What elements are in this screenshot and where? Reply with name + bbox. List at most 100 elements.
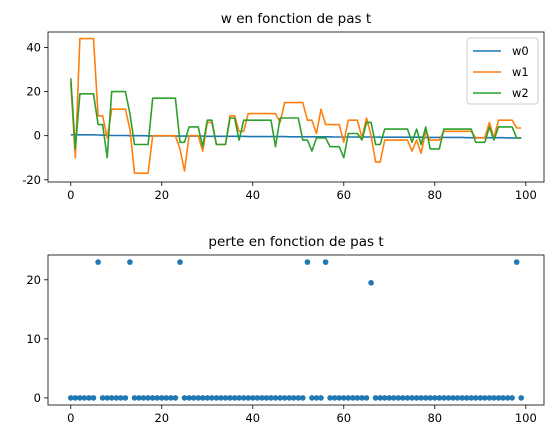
loss-point [163, 395, 170, 401]
series-line-w1 [70, 37, 522, 174]
loss-point [245, 395, 251, 401]
loss-point [482, 395, 488, 401]
loss-point [240, 395, 247, 401]
loss-point [195, 395, 201, 401]
loss-point [290, 395, 297, 401]
loss-point [236, 395, 242, 401]
loss-point [295, 395, 302, 401]
loss-point [277, 395, 283, 401]
loss-point [413, 395, 420, 401]
loss-point [454, 395, 461, 401]
loss-point [181, 395, 188, 401]
top-chart-frame [47, 31, 545, 183]
loss-point [427, 395, 434, 401]
loss-point [222, 395, 229, 401]
bottom-y-tick-label: 20 [26, 273, 41, 287]
loss-point [272, 395, 279, 401]
loss-point [495, 395, 502, 401]
loss-point [86, 395, 92, 401]
loss-point [504, 395, 511, 401]
loss-point [404, 395, 411, 401]
loss-point [281, 395, 288, 401]
loss-point [68, 395, 74, 401]
bottom-chart-title: perte en fonction de pas t [208, 234, 383, 250]
loss-point [327, 395, 333, 401]
loss-point [372, 395, 379, 401]
loss-point [377, 395, 384, 401]
bottom-chart: perte en fonction de pas t 0 20 40 60 80 100 0… [26, 234, 545, 425]
loss-point [168, 395, 174, 401]
loss-point [477, 395, 484, 401]
loss-point [108, 395, 115, 401]
loss-point [190, 395, 197, 401]
loss-point [131, 395, 138, 401]
loss-point [145, 395, 151, 401]
loss-point [363, 395, 370, 401]
loss-point [500, 395, 506, 401]
loss-point [422, 395, 429, 401]
loss-point [463, 395, 470, 401]
loss-point [149, 395, 156, 401]
loss-point [263, 395, 270, 401]
loss-point [259, 395, 265, 401]
loss-point [459, 395, 465, 401]
loss-point [199, 395, 206, 401]
top-x-tick-label: 0 [67, 188, 74, 202]
loss-point [90, 395, 97, 401]
legend-label-w1: w1 [512, 65, 529, 79]
loss-point [136, 395, 142, 401]
loss-point [186, 395, 192, 401]
loss-point [350, 395, 356, 401]
loss-point [81, 395, 88, 401]
loss-point [127, 259, 133, 265]
bottom-x-tick-label: 80 [427, 411, 442, 425]
top-x-tick-label: 40 [245, 188, 260, 202]
loss-point [209, 395, 215, 401]
loss-point [386, 395, 393, 401]
bottom-y-tick-label: 0 [34, 391, 41, 405]
loss-point [368, 280, 374, 286]
loss-point [381, 395, 388, 401]
top-chart-legend: w0 w1 w2 [466, 37, 539, 105]
legend-label-w2: w2 [512, 86, 529, 100]
top-x-tick-label: 20 [154, 188, 169, 202]
loss-point [254, 395, 261, 401]
loss-point [172, 395, 179, 401]
loss-point [331, 395, 338, 401]
loss-point [341, 395, 347, 401]
loss-point [486, 395, 493, 401]
series-line-w0 [70, 134, 522, 139]
top-x-tick-label: 60 [336, 188, 351, 202]
loss-point [400, 395, 406, 401]
bottom-x-tick-label: 20 [154, 411, 169, 425]
loss-point [122, 395, 129, 401]
loss-point [99, 395, 106, 401]
legend-label-w0: w0 [512, 44, 529, 58]
loss-point [491, 395, 497, 401]
bottom-x-tick-label: 40 [245, 411, 260, 425]
loss-point [213, 395, 220, 401]
loss-point [268, 395, 274, 401]
top-chart-title: w en fonction de pas t [221, 11, 371, 27]
loss-point [345, 395, 352, 401]
loss-point [227, 395, 233, 401]
loss-point [322, 259, 329, 265]
bottom-x-tick-label: 0 [67, 411, 74, 425]
loss-point [318, 395, 324, 401]
top-y-tick-label: 0 [34, 129, 41, 143]
bottom-chart-frame [47, 254, 545, 406]
top-chart: w en fonction de pas t 0 20 40 60 80 100 -20 0 2… [22, 11, 545, 202]
loss-point [313, 395, 320, 401]
loss-point [118, 395, 124, 401]
loss-point [95, 259, 101, 265]
series-line-w2 [70, 78, 522, 159]
loss-point [513, 259, 520, 265]
loss-point [204, 395, 211, 401]
loss-point [445, 395, 452, 401]
top-x-tick-label: 80 [427, 188, 442, 202]
loss-point [418, 395, 424, 401]
loss-point [140, 395, 147, 401]
bottom-y-tick-label: 10 [26, 332, 41, 346]
loss-point [72, 395, 79, 401]
